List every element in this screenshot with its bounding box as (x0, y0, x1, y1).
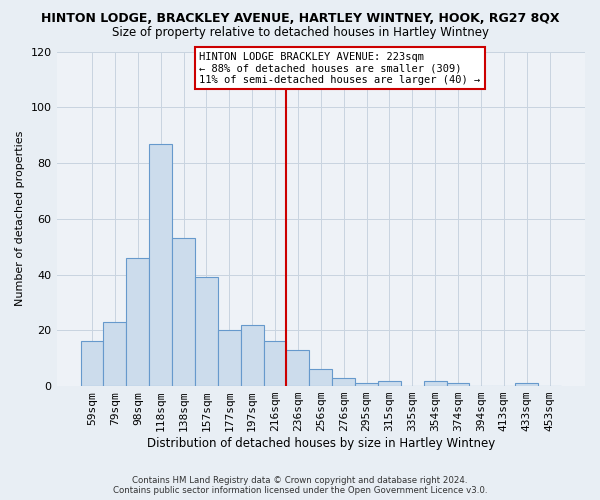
Bar (241, 324, 263, 386)
Bar (332, 378, 355, 386)
Bar (263, 342, 286, 386)
Text: HINTON LODGE, BRACKLEY AVENUE, HARTLEY WINTNEY, HOOK, RG27 8QX: HINTON LODGE, BRACKLEY AVENUE, HARTLEY W… (41, 12, 559, 26)
Bar (80, 342, 103, 386)
Bar (446, 384, 469, 386)
Text: HINTON LODGE BRACKLEY AVENUE: 223sqm
← 88% of detached houses are smaller (309)
: HINTON LODGE BRACKLEY AVENUE: 223sqm ← 8… (199, 52, 481, 84)
X-axis label: Distribution of detached houses by size in Hartley Wintney: Distribution of detached houses by size … (146, 437, 495, 450)
Bar (195, 278, 218, 386)
Text: Size of property relative to detached houses in Hartley Wintney: Size of property relative to detached ho… (112, 26, 488, 39)
Bar (218, 330, 241, 386)
Text: Contains HM Land Registry data © Crown copyright and database right 2024.
Contai: Contains HM Land Registry data © Crown c… (113, 476, 487, 495)
Bar (310, 370, 332, 386)
Bar (355, 384, 378, 386)
Bar (515, 384, 538, 386)
Bar (149, 144, 172, 386)
Bar (378, 380, 401, 386)
Bar (286, 350, 310, 386)
Bar (172, 238, 195, 386)
Bar (103, 322, 127, 386)
Bar (127, 258, 149, 386)
Bar (424, 380, 446, 386)
Y-axis label: Number of detached properties: Number of detached properties (15, 131, 25, 306)
